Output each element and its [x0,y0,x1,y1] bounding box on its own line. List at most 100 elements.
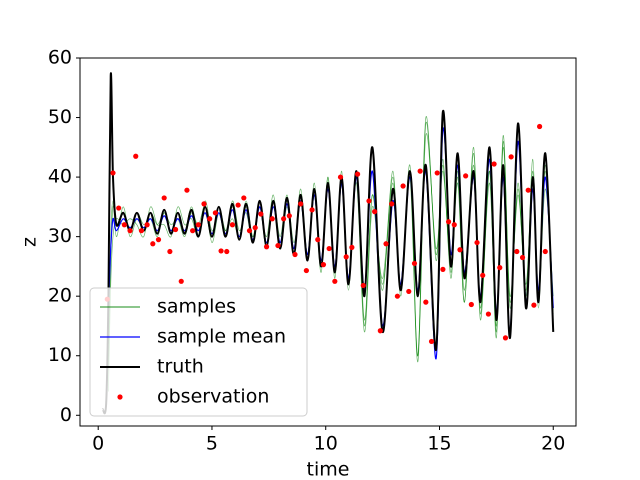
observation-point [400,183,406,189]
legend-label: truth [157,356,204,378]
observation-point [303,267,309,274]
observation-point [190,228,196,234]
observation-point [212,210,218,216]
observation-point [172,226,179,233]
observation-point [218,248,224,254]
observation-point [468,301,474,308]
observation-point [372,209,378,215]
observation-point [514,248,520,255]
observation-point [337,174,344,180]
observation-point [315,237,321,243]
observation-point [235,202,241,208]
observation-point [167,248,173,255]
observation-point [343,254,349,260]
observation-point [508,154,514,160]
y-tick-label: 10 [48,344,72,366]
x-tick-label: 0 [92,433,104,455]
observation-point [161,195,167,201]
observation-point [178,278,184,284]
x-tick-label: 10 [314,433,338,455]
y-tick-label: 20 [48,285,72,307]
observation-point [150,241,156,247]
observation-point [474,239,480,246]
legend-box [89,287,308,417]
observation-point [246,228,253,234]
observation-point [263,244,270,250]
observation-point [241,195,247,201]
observation-point [127,228,133,234]
y-tick-label: 50 [48,106,72,128]
observation-point [292,251,298,258]
observation-point [286,213,292,219]
observation-point [133,153,139,159]
observation-point [377,328,383,334]
observation-point [383,241,389,247]
observation-point [275,242,281,249]
observation-point [138,228,145,234]
y-tick-label: 40 [48,166,72,188]
observation-point [445,219,452,225]
observation-point [451,222,457,228]
observation-point [411,260,418,267]
observation-point [144,222,150,228]
observation-point [224,248,230,255]
observation-point [281,216,287,222]
y-tick-label: 60 [48,47,72,69]
observation-point [394,293,400,299]
observation-point [525,187,531,193]
observation-point [428,338,435,345]
observation-point [269,216,275,222]
x-tick-label: 20 [541,433,565,455]
observation-point [207,216,213,222]
observation-point [121,222,127,228]
axes-frame [79,57,577,427]
observation-point [434,170,440,176]
observation-point [542,248,548,255]
observation-point [440,266,446,272]
legend-label: observation [157,386,269,408]
observation-point [360,282,366,289]
observation-point [201,201,207,207]
observation-point [406,288,412,295]
observation-point [502,335,509,341]
observation-point [366,198,372,204]
observation-point [309,207,315,213]
observation-point [110,170,116,176]
observation-point [349,244,355,250]
observation-point [480,272,486,278]
observation-point [417,168,423,174]
y-tick-label: 30 [48,225,72,247]
observation-point [320,262,327,268]
observation-point [491,161,497,167]
observation-point [298,201,304,207]
legend-label: sample mean [157,326,286,348]
observation-point [463,173,469,179]
observation-point [354,171,361,177]
observation-point [423,299,429,305]
observation-point [258,211,264,217]
x-axis-label: time [307,459,350,480]
observation-point [531,302,537,308]
observation-point [536,123,543,130]
legend-marker [117,394,123,400]
observation-point [389,201,395,207]
observation-point [326,245,332,252]
observation-point [184,187,190,193]
observation-point [485,311,492,317]
x-tick-label: 5 [206,433,218,455]
plot-area [101,72,555,415]
observation-point [116,205,122,211]
observation-point [252,225,258,231]
observation-point [497,265,503,271]
observation-point [229,222,236,228]
x-tick-label: 15 [427,433,451,455]
legend: samples sample mean truth observation [89,287,308,417]
observation-point [195,222,201,228]
y-tick-label: 0 [60,404,72,426]
legend-label: samples [157,296,236,318]
y-axis-label: z [19,237,41,247]
observation-point [519,254,526,261]
observation-point [332,278,338,284]
